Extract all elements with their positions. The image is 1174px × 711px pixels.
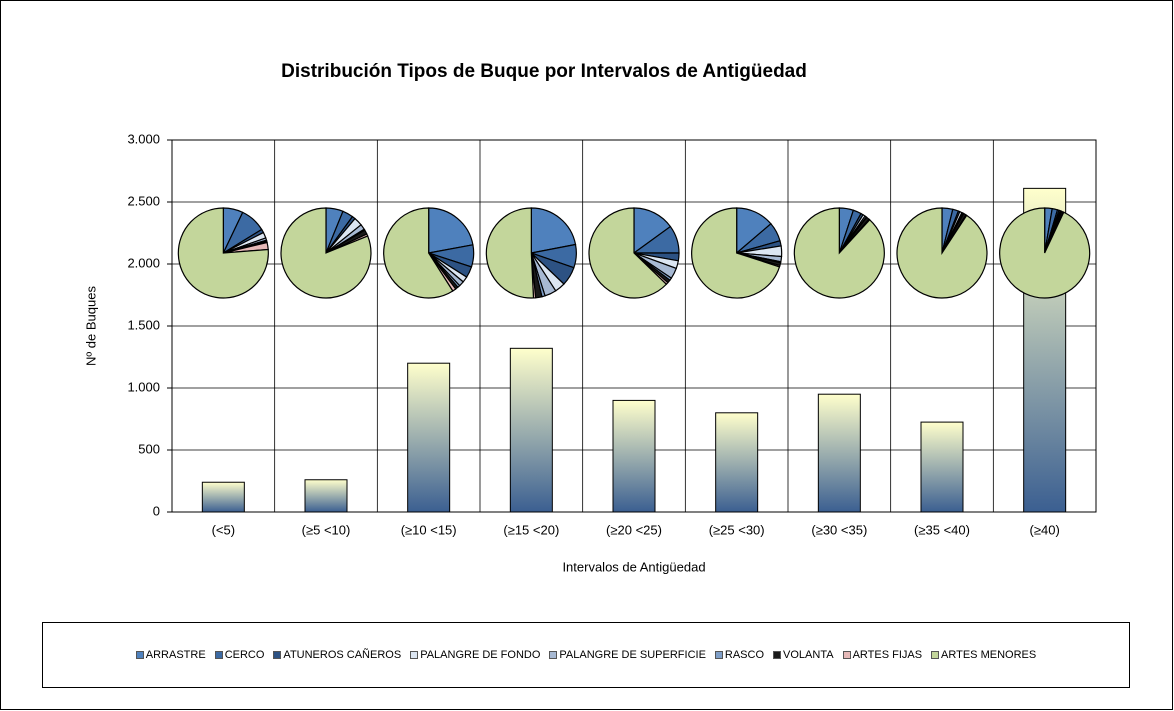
- x-tick-label: (≥10 <15): [401, 522, 457, 537]
- y-tick-label: 0: [153, 503, 160, 518]
- x-tick-label: (≥35 <40): [914, 522, 970, 537]
- legend-label: RASCO: [724, 649, 765, 661]
- x-tick-label: (≥5 <10): [302, 522, 351, 537]
- legend-label: PALANGRE DE FONDO: [420, 649, 541, 661]
- pie: [485, 207, 577, 299]
- legend-swatch: [549, 651, 558, 659]
- pie: [999, 207, 1091, 299]
- pie: [177, 207, 269, 299]
- x-tick-label: (<5): [212, 522, 235, 537]
- pie-slice: [428, 207, 474, 254]
- pie-slice: [530, 207, 577, 254]
- legend-swatch: [714, 651, 723, 659]
- y-tick-label: 1.500: [127, 317, 160, 332]
- legend-item: PALANGRE DE FONDO: [410, 649, 540, 661]
- bar: [509, 347, 553, 513]
- x-tick-label: (≥20 <25): [606, 522, 662, 537]
- pie: [691, 207, 783, 299]
- legend-item: VOLANTA: [773, 649, 834, 661]
- bar: [920, 421, 964, 513]
- pie-slice: [485, 207, 535, 299]
- pie-slice: [896, 207, 988, 299]
- x-tick-label: (≥40): [1030, 522, 1060, 537]
- legend-label: ARTES MENORES: [941, 649, 1037, 661]
- legend-item: ARTES MENORES: [931, 649, 1036, 661]
- x-tick-label: (≥25 <30): [709, 522, 765, 537]
- pie-slice: [691, 207, 781, 299]
- pie-slice: [177, 207, 269, 299]
- bar: [304, 479, 348, 513]
- bar: [715, 412, 759, 513]
- pie-slice: [280, 207, 372, 299]
- pie-slice: [383, 207, 454, 299]
- y-axis-label: Nº de Buques: [83, 286, 98, 366]
- legend-label: ATUNEROS CAÑEROS: [283, 649, 402, 661]
- legend-swatch: [842, 651, 851, 659]
- legend-label: PALANGRE DE SUPERFICIE: [559, 649, 706, 661]
- pie-slice: [999, 207, 1091, 299]
- legend-swatch: [773, 651, 782, 659]
- x-axis-label: Intervalos de Antigüedad: [562, 559, 705, 574]
- legend-swatch: [273, 651, 282, 659]
- legend-label: CERCO: [224, 649, 265, 661]
- legend-swatch: [135, 651, 144, 659]
- legend-swatch: [214, 651, 223, 659]
- legend-swatch: [410, 651, 419, 659]
- pie-slice: [588, 207, 668, 299]
- legend-item: ATUNEROS CAÑEROS: [273, 649, 401, 661]
- pie: [896, 207, 988, 299]
- chart-title: Distribución Tipos de Buque por Interval…: [281, 61, 807, 82]
- bar: [612, 399, 656, 513]
- legend-label: ARTES FIJAS: [852, 649, 923, 661]
- legend-label: ARRASTRE: [145, 649, 206, 661]
- legend-item: ARTES FIJAS: [842, 649, 923, 661]
- legend: ARRASTRE CERCO ATUNEROS CAÑEROS PALANGRE DE…: [42, 622, 1130, 688]
- y-tick-label: 500: [138, 441, 160, 456]
- legend-item: PALANGRE DE SUPERFICIE: [549, 649, 706, 661]
- legend-swatch: [931, 651, 940, 659]
- bar: [407, 362, 451, 513]
- pie: [793, 207, 885, 299]
- x-tick-label: (≥30 <35): [811, 522, 867, 537]
- pie: [383, 207, 475, 299]
- y-tick-label: 3.000: [127, 131, 160, 146]
- pie-slice: [793, 207, 885, 299]
- x-tick-label: (≥15 <20): [503, 522, 559, 537]
- y-tick-label: 2.500: [127, 193, 160, 208]
- pie: [588, 207, 680, 299]
- bar: [201, 481, 245, 513]
- legend-item: CERCO: [214, 649, 265, 661]
- y-tick-label: 1.000: [127, 379, 160, 394]
- y-tick-label: 2.000: [127, 255, 160, 270]
- legend-item: ARRASTRE: [135, 649, 206, 661]
- legend-label: VOLANTA: [783, 649, 834, 661]
- pie: [280, 207, 372, 299]
- legend-item: RASCO: [714, 649, 765, 661]
- bar: [817, 393, 861, 513]
